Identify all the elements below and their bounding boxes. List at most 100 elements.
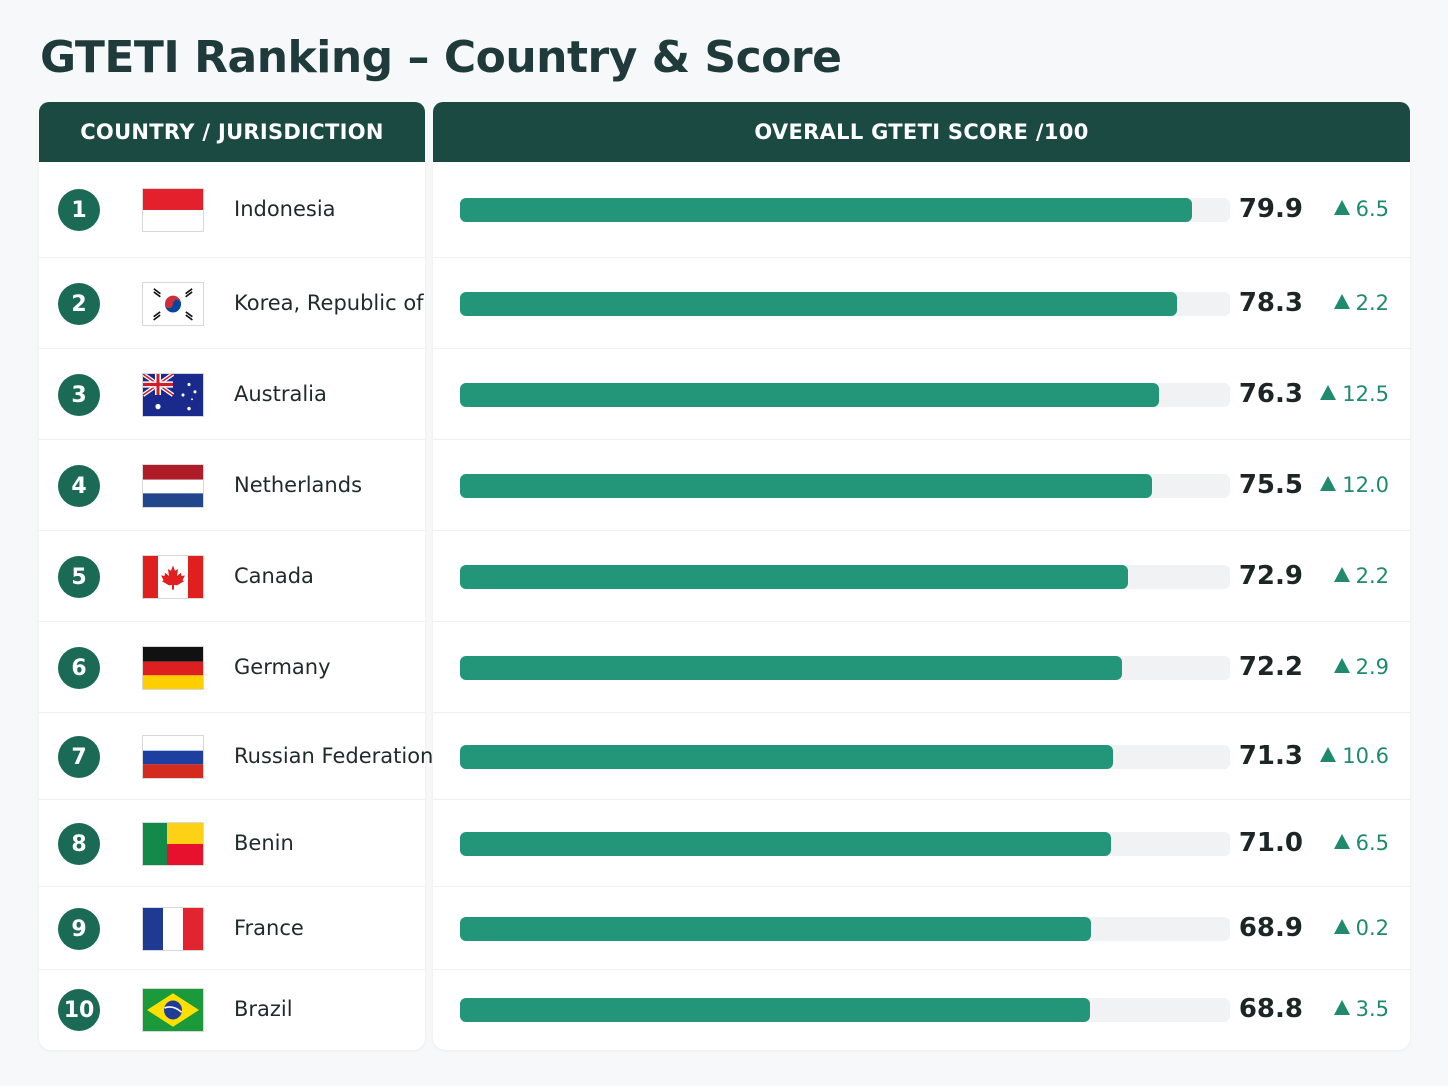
score-row: 68.9 0.2 [433,887,1410,970]
brazil-flag-icon [142,988,204,1032]
russia-flag-icon [142,735,204,779]
score-bar [460,745,1113,769]
country-name: Canada [234,564,314,588]
score-row: 75.5 12.0 [433,440,1410,531]
up-triangle-icon [1333,1000,1350,1015]
country-name: Netherlands [234,473,363,497]
table-row: 10 Brazil [39,970,425,1050]
score-value: 72.9 [1238,561,1303,591]
score-column-header: OVERALL GTETI SCORE /100 [433,102,1410,162]
table-row: 6 Germany [39,622,425,713]
score-value: 68.9 [1238,913,1303,943]
country-name: Benin [234,831,294,855]
score-change: 2.9 [1313,655,1389,679]
country-name: Russian Federation [234,744,434,768]
score-row: 71.0 6.5 [433,800,1410,887]
table-row: 3 Australia [39,349,425,440]
score-bars-panel: 79.9 6.5 78.3 2.2 76.3 12.5 75.5 12.0 72.9 2.2 72.… [433,162,1410,1050]
score-bar-track [460,474,1230,498]
score-value: 75.5 [1238,470,1303,500]
country-name: Australia [234,382,327,406]
score-bar [460,383,1159,407]
score-change: 6.5 [1313,197,1389,221]
up-triangle-icon [1333,834,1350,849]
table-row: 2 Korea, Republic of [39,258,425,349]
country-column-header-label: COUNTRY / JURISDICTION [80,120,384,144]
score-bar [460,198,1192,222]
rank-badge: 3 [58,374,100,416]
france-flag-icon [142,907,204,951]
table-row: 8 Benin [39,800,425,887]
score-bar-track [460,198,1230,222]
score-value: 78.3 [1238,288,1303,318]
table-row: 4 Netherlands [39,440,425,531]
score-row: 72.2 2.9 [433,622,1410,713]
score-row: 78.3 2.2 [433,258,1410,349]
score-change: 6.5 [1313,831,1389,855]
score-change-value: 3.5 [1355,997,1389,1021]
score-bar-track [460,292,1230,316]
score-bar-track [460,832,1230,856]
score-bar-track [460,745,1230,769]
score-row: 79.9 6.5 [433,162,1410,258]
rank-badge: 1 [58,189,100,231]
score-bar-track [460,917,1230,941]
table-row: 1 Indonesia [39,162,425,258]
score-change-value: 12.0 [1342,473,1389,497]
rank-badge: 8 [58,823,100,865]
score-change: 2.2 [1313,291,1389,315]
score-change: 3.5 [1313,997,1389,1021]
score-bar [460,917,1091,941]
table-row: 9 France [39,887,425,970]
up-triangle-icon [1333,200,1350,215]
country-name: Brazil [234,997,293,1021]
score-row: 71.3 10.6 [433,713,1410,800]
score-change: 0.2 [1313,916,1389,940]
up-triangle-icon [1320,747,1337,762]
score-value: 71.3 [1238,741,1303,771]
country-name: Germany [234,655,331,679]
score-bar [460,998,1090,1022]
table-row: 5 Canada [39,531,425,622]
score-bar [460,656,1122,680]
rank-badge: 9 [58,908,100,950]
score-change-value: 2.2 [1355,291,1389,315]
indonesia-flag-icon [142,188,204,232]
score-change: 12.5 [1313,382,1389,406]
score-value: 79.9 [1238,194,1303,224]
netherlands-flag-icon [142,464,204,508]
country-column-header: COUNTRY / JURISDICTION [39,102,425,162]
up-triangle-icon [1333,567,1350,582]
rank-badge: 5 [58,556,100,598]
rank-badge: 7 [58,736,100,778]
country-list-panel: 1 Indonesia 2 Korea, Republic of 3 Australia 4… [39,162,433,1050]
score-bar-track [460,383,1230,407]
rank-badge: 6 [58,647,100,689]
score-bar [460,565,1128,589]
score-value: 68.8 [1238,994,1303,1024]
score-row: 72.9 2.2 [433,531,1410,622]
rank-badge: 10 [58,989,100,1031]
south-korea-flag-icon [142,282,204,326]
score-value: 71.0 [1238,828,1303,858]
australia-flag-icon [142,373,204,417]
score-change: 10.6 [1313,744,1389,768]
score-change-value: 10.6 [1342,744,1389,768]
up-triangle-icon [1320,385,1337,400]
score-bar-track [460,565,1230,589]
score-row: 76.3 12.5 [433,349,1410,440]
score-change-value: 2.2 [1355,564,1389,588]
score-bar [460,474,1152,498]
score-change: 2.2 [1313,564,1389,588]
country-name: Indonesia [234,197,336,221]
score-change-value: 6.5 [1355,197,1389,221]
score-bar-track [460,998,1230,1022]
up-triangle-icon [1333,658,1350,673]
score-change-value: 12.5 [1342,382,1389,406]
score-bar-track [460,656,1230,680]
table-row: 7 Russian Federation [39,713,433,800]
score-column-header-label: OVERALL GTETI SCORE /100 [754,120,1089,144]
score-row: 68.8 3.5 [433,970,1410,1050]
score-change-value: 6.5 [1355,831,1389,855]
score-value: 76.3 [1238,379,1303,409]
